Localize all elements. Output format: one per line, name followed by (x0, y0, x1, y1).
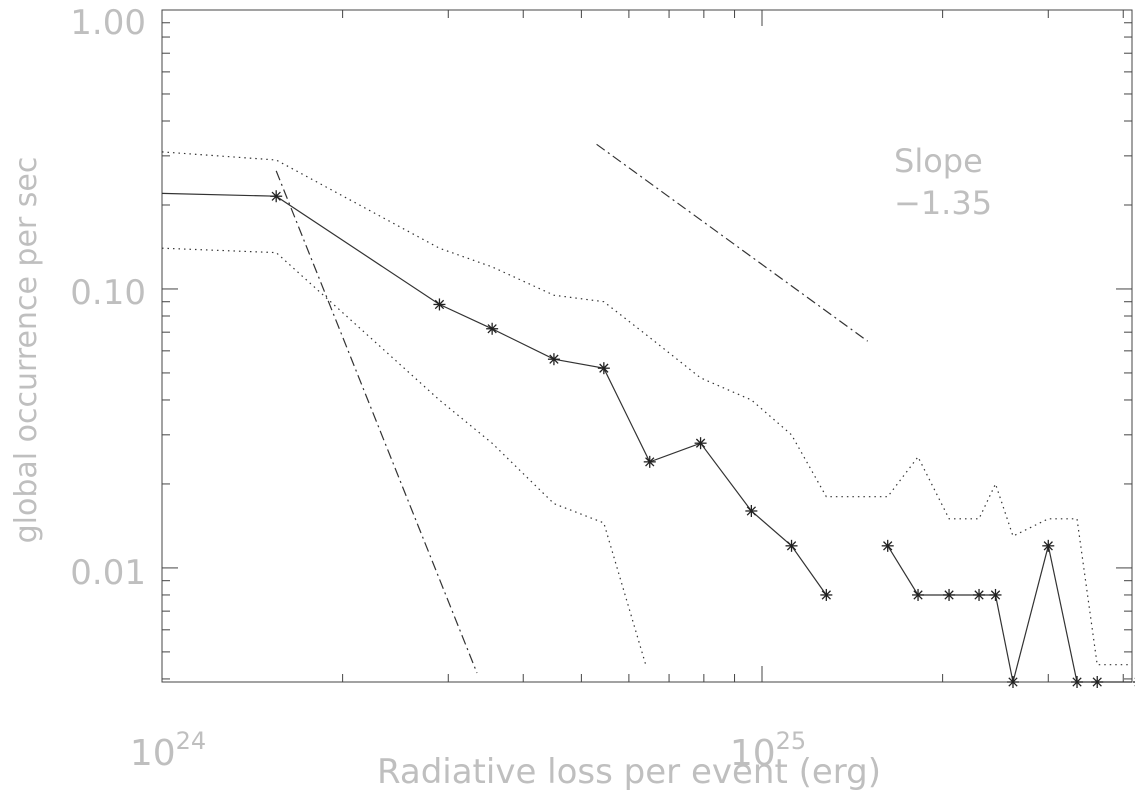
data-point-star (694, 437, 707, 450)
axis-ticks (161, 9, 1132, 682)
star-stroke (974, 590, 984, 600)
data-point-star (989, 588, 1002, 601)
data-point-star (433, 298, 446, 311)
star-stroke (645, 457, 655, 467)
data-point-star (785, 539, 798, 552)
star-stroke (1092, 677, 1102, 687)
star-stroke (990, 590, 1001, 600)
y-axis-label: global occurrence per sec (9, 157, 44, 544)
star-stroke (1043, 541, 1053, 551)
x-tick-label-1e25-base: 10 (730, 733, 776, 774)
axis-labels: 1.00 0.10 0.01 1024 1025 Radiative loss … (9, 3, 992, 792)
series-lower-bound-line (161, 247, 647, 665)
star-stroke (599, 363, 609, 373)
data-point-star (486, 322, 499, 335)
data-point-star (643, 455, 656, 468)
star-stroke (786, 541, 797, 551)
y-tick-label-1.00: 1.00 (70, 3, 146, 43)
star-stroke (883, 541, 893, 551)
data-point-star (912, 588, 925, 601)
series-layer (161, 143, 1135, 688)
data-point-star (881, 539, 894, 552)
x-tick-label-1e24-exp: 24 (176, 727, 207, 755)
series-reference-slope-line (596, 143, 869, 342)
data-point-star (270, 190, 283, 203)
annotation-slope-value: −1.35 (894, 184, 992, 222)
star-stroke (944, 590, 954, 600)
data-point-star (547, 353, 560, 366)
data-point-star (943, 588, 956, 601)
star-stroke (695, 438, 706, 448)
series-main-line (161, 192, 1132, 683)
data-point-star (745, 504, 758, 517)
data-point-star (973, 588, 986, 601)
annotation-slope-label: Slope (894, 142, 983, 180)
star-stroke (1008, 677, 1018, 687)
star-stroke (913, 590, 923, 600)
plot-border (161, 9, 1133, 683)
data-point-star (1071, 676, 1084, 688)
x-tick-label-1e24-base: 10 (130, 733, 176, 774)
data-point-star (597, 362, 610, 375)
star-stroke (271, 191, 281, 201)
series-fit-line (275, 170, 478, 674)
x-axis-label: Radiative loss per event (erg) (377, 752, 881, 792)
series-upper-bound-line (161, 151, 1132, 666)
x-tick-label-1e25: 1025 (730, 727, 806, 774)
x-tick-label-1e25-exp: 25 (776, 727, 807, 755)
star-stroke (487, 324, 497, 334)
data-point-star (1006, 676, 1019, 688)
star-stroke (549, 354, 559, 364)
star-stroke (746, 506, 757, 516)
star-stroke (1072, 677, 1082, 687)
data-point-star (1091, 676, 1104, 688)
y-tick-label-0.10: 0.10 (70, 273, 146, 313)
x-tick-label-1e24: 1024 (130, 727, 206, 774)
data-point-star (1042, 539, 1055, 552)
plot-frame (161, 9, 1133, 683)
y-tick-label-0.01: 0.01 (70, 553, 146, 593)
star-stroke (434, 299, 445, 310)
star-stroke (821, 590, 831, 600)
data-point-star (820, 588, 833, 601)
